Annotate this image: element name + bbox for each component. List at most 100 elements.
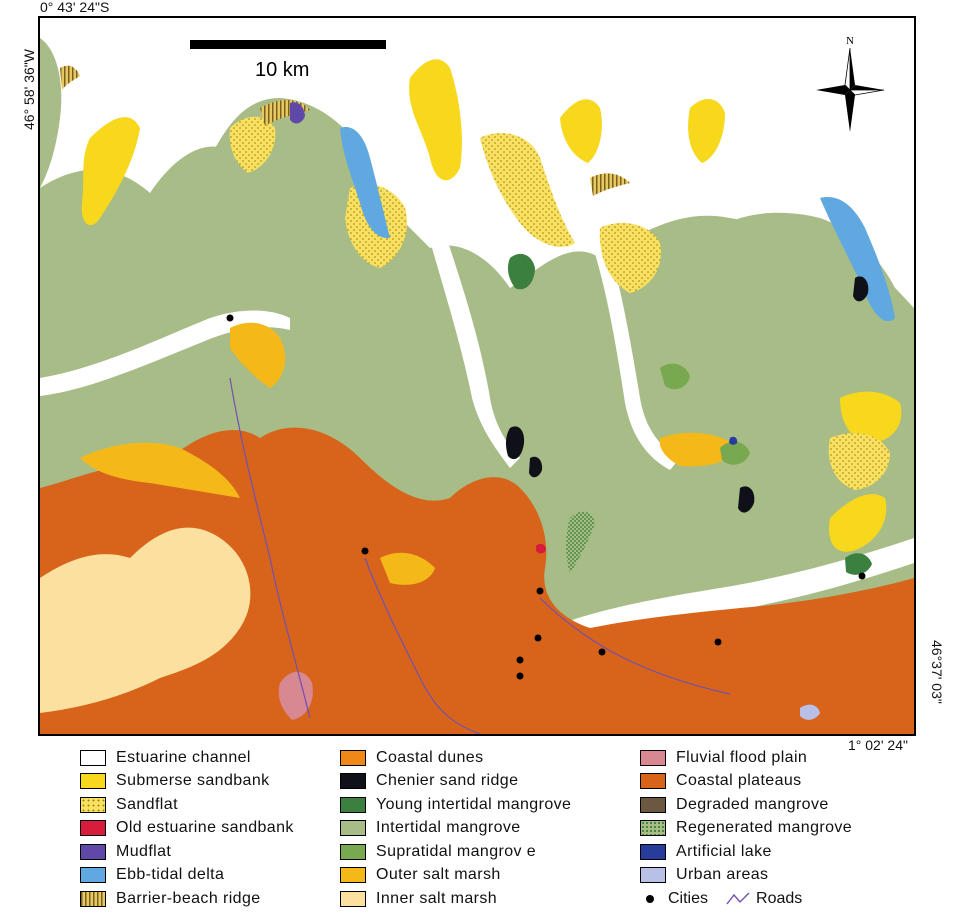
legend-label: Ebb-tidal delta xyxy=(116,866,225,884)
legend-swatch xyxy=(80,749,106,766)
legend-cities: Cities xyxy=(646,890,708,908)
city-dot-icon xyxy=(646,894,654,903)
legend-swatch xyxy=(80,867,106,884)
city-marker xyxy=(714,638,722,646)
legend-item: Ebb-tidal delta xyxy=(80,864,294,888)
legend-label: Young intertidal mangrove xyxy=(376,795,572,813)
old-estuarine-sandbank-1 xyxy=(536,543,546,554)
legend-label: Barrier-beach ridge xyxy=(116,889,261,907)
legend-swatch xyxy=(340,820,366,837)
submerse-sandbank-3 xyxy=(560,99,602,163)
legend-label: Outer salt marsh xyxy=(376,866,501,884)
legend-swatch xyxy=(340,796,366,813)
outer-salt-marsh-south xyxy=(380,552,435,585)
top-left-longitude: 46° 58' 36"W xyxy=(21,49,37,130)
sandflat-5 xyxy=(828,433,890,490)
legend-swatch xyxy=(340,890,366,907)
regenerated-mangrove-1 xyxy=(566,511,595,573)
sandflat-1 xyxy=(480,133,575,247)
legend-label: Chenier sand ridge xyxy=(376,772,519,790)
legend-column-1: Estuarine channel Submerse sandbank Sand… xyxy=(80,746,294,911)
legend-swatch xyxy=(640,867,666,884)
legend-label: Regenerated mangrove xyxy=(676,819,853,837)
mangrove-peninsula-west xyxy=(40,38,62,188)
legend-item: Regenerated mangrove xyxy=(640,817,852,841)
legend-label: Estuarine channel xyxy=(116,748,251,766)
city-marker xyxy=(534,634,542,642)
coastal-plateaus-area xyxy=(40,427,914,734)
outer-salt-marsh-central xyxy=(230,322,286,388)
legend-label: Supratidal mangrov e xyxy=(376,842,537,860)
artificial-lake-1 xyxy=(729,436,738,445)
outer-salt-marsh-west xyxy=(80,442,240,498)
city-marker xyxy=(516,672,524,680)
barrier-beach-ridge-3 xyxy=(60,65,80,90)
chenier-sand-ridge-2 xyxy=(738,486,755,513)
legend-label: Intertidal mangrove xyxy=(376,819,521,837)
legend-item: Coastal dunes xyxy=(340,746,571,770)
legend-label: Mudflat xyxy=(116,842,172,860)
legend-swatch xyxy=(80,796,106,813)
legend-item: Chenier sand ridge xyxy=(340,770,571,794)
submerse-sandbank-1 xyxy=(81,117,140,226)
legend-label: Coastal dunes xyxy=(376,748,484,766)
estuarine-channel-1 xyxy=(40,310,290,396)
estuarine-channel-4 xyxy=(585,218,680,470)
legend-item: Urban areas xyxy=(640,864,852,888)
legend-column-3: Fluvial flood plain Coastal plateaus Deg… xyxy=(640,746,852,911)
sandflat-4 xyxy=(599,223,661,293)
chenier-sand-ridge-3 xyxy=(853,276,869,302)
legend-label: Old estuarine sandbank xyxy=(116,819,294,837)
north-label: N xyxy=(846,35,854,47)
legend-roads: Roads xyxy=(726,890,802,908)
geomorphology-map: 10 km N xyxy=(38,16,916,736)
cities-label: Cities xyxy=(668,889,709,907)
roads-label: Roads xyxy=(756,889,803,907)
road-3 xyxy=(539,597,731,695)
mudflat-1 xyxy=(290,102,305,124)
top-left-latitude: 0° 43' 24"S xyxy=(40,0,110,15)
legend-swatch xyxy=(80,890,106,907)
legend-item: Fluvial flood plain xyxy=(640,746,852,770)
young-intertidal-mangrove-1 xyxy=(507,253,535,290)
young-intertidal-mangrove-2 xyxy=(845,553,872,575)
city-marker xyxy=(516,656,524,664)
legend-swatch xyxy=(640,749,666,766)
supratidal-mangrove-2 xyxy=(720,441,750,465)
legend-extras: Cities Roads xyxy=(640,887,852,911)
north-arrow-icon xyxy=(816,47,885,132)
legend-item: Supratidal mangrov e xyxy=(340,840,571,864)
urban-area-1 xyxy=(800,704,820,720)
legend-item: Barrier-beach ridge xyxy=(80,887,294,911)
city-marker xyxy=(536,587,544,595)
legend-label: Submerse sandbank xyxy=(116,772,270,790)
sandflat-3 xyxy=(229,116,276,173)
legend-swatch xyxy=(640,796,666,813)
submerse-sandbank-2 xyxy=(409,59,462,181)
chenier-sand-ridge-1 xyxy=(505,426,525,460)
map-legend: Estuarine channel Submerse sandbank Sand… xyxy=(80,746,940,916)
legend-item: Inner salt marsh xyxy=(340,887,571,911)
legend-swatch xyxy=(640,820,666,837)
legend-swatch xyxy=(340,773,366,790)
road-1 xyxy=(229,377,311,719)
legend-item: Degraded mangrove xyxy=(640,793,852,817)
city-marker xyxy=(361,547,369,555)
bottom-right-latitude: 1° 02' 24" xyxy=(848,737,908,753)
inner-salt-marsh-area xyxy=(40,527,251,713)
fluvial-flood-plain-1 xyxy=(278,671,313,720)
legend-item: Sandflat xyxy=(80,793,294,817)
legend-swatch xyxy=(80,843,106,860)
scale-bar-label: 10 km xyxy=(255,59,309,81)
legend-swatch xyxy=(80,820,106,837)
ebb-tidal-delta-2 xyxy=(820,197,895,322)
legend-label: Degraded mangrove xyxy=(676,795,829,813)
scale-bar xyxy=(190,40,386,49)
outer-salt-marsh-east xyxy=(659,432,740,467)
legend-item: Mudflat xyxy=(80,840,294,864)
legend-swatch xyxy=(340,749,366,766)
legend-swatch xyxy=(640,843,666,860)
legend-label: Urban areas xyxy=(676,866,769,884)
legend-item: Outer salt marsh xyxy=(340,864,571,888)
legend-item: Submerse sandbank xyxy=(80,770,294,794)
